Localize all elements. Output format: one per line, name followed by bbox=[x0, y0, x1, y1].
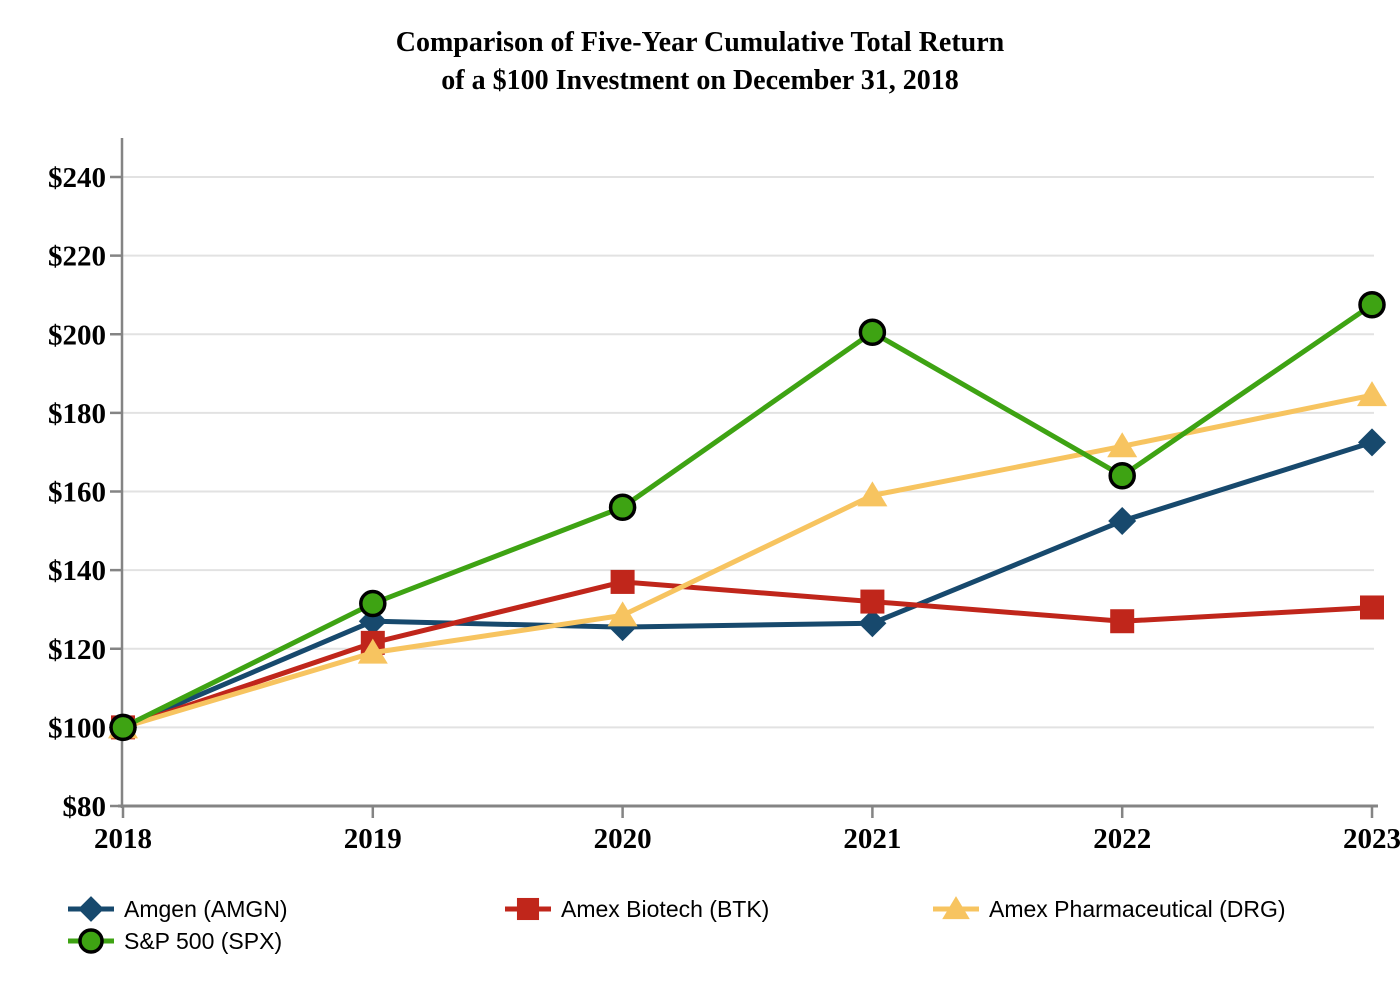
y-tick-label: $120 bbox=[48, 634, 106, 666]
diamond-marker bbox=[1358, 428, 1386, 457]
chart-title-line1: Comparison of Five-Year Cumulative Total… bbox=[395, 27, 1005, 58]
amgen-diamond-marker-icon bbox=[68, 896, 114, 922]
circle-marker bbox=[1108, 462, 1136, 490]
series-line bbox=[122, 439, 1373, 730]
legend-item-btk: Amex Biotech (BTK) bbox=[505, 894, 933, 924]
circle-marker bbox=[359, 589, 387, 618]
triangle-marker bbox=[1107, 432, 1138, 458]
triangle-marker bbox=[857, 481, 888, 507]
square-marker bbox=[1360, 595, 1384, 620]
gridlines bbox=[122, 176, 1374, 729]
y-tick-label: $200 bbox=[48, 319, 106, 351]
square-marker bbox=[860, 589, 885, 614]
circle-marker bbox=[608, 493, 637, 521]
chart-title-line2: of a $100 Investment on December 31, 201… bbox=[441, 65, 959, 96]
legend-label-btk: Amex Biotech (BTK) bbox=[561, 895, 770, 922]
y-tick-label: $220 bbox=[48, 241, 106, 273]
y-axis-labels: $80 $100 $120 $140 $160 $180 $200 $220 $240 bbox=[48, 162, 106, 823]
series-2 bbox=[108, 381, 1387, 739]
diamond-marker bbox=[78, 896, 104, 922]
x-tick-label: 2023 bbox=[1343, 823, 1400, 855]
series-0 bbox=[109, 428, 1386, 742]
biotech-square-marker-icon bbox=[505, 897, 551, 921]
x-tick-label: 2018 bbox=[94, 823, 152, 855]
square-marker bbox=[1110, 609, 1135, 634]
axes bbox=[118, 138, 1378, 808]
series-line bbox=[122, 579, 1373, 730]
pharmaceutical-triangle-marker-icon bbox=[933, 896, 979, 920]
x-axis-labels: 2018 2019 2020 2021 2022 2023 bbox=[94, 823, 1400, 855]
series-1 bbox=[111, 569, 1384, 740]
triangle-marker bbox=[357, 638, 388, 664]
axis-ticks bbox=[110, 175, 1374, 818]
y-tick-label: $80 bbox=[63, 791, 107, 823]
triangle-marker bbox=[607, 601, 638, 627]
x-tick-label: 2020 bbox=[594, 823, 652, 855]
y-tick-label: $140 bbox=[48, 555, 106, 587]
square-marker bbox=[516, 897, 540, 921]
legend-item-amgn: Amgen (AMGN) bbox=[68, 894, 505, 924]
x-tick-label: 2021 bbox=[843, 823, 901, 855]
legend-label-spx: S&P 500 (SPX) bbox=[124, 927, 283, 954]
chart-title: Comparison of Five-Year Cumulative Total… bbox=[0, 24, 1400, 100]
triangle-marker bbox=[942, 896, 970, 920]
y-tick-label: $240 bbox=[48, 162, 106, 194]
square-marker bbox=[610, 569, 635, 594]
series-line bbox=[121, 302, 1374, 730]
chart-legend: Amgen (AMGN) Amex Biotech (BTK) Amex Pha… bbox=[68, 894, 1390, 956]
legend-label-amgn: Amgen (AMGN) bbox=[124, 895, 288, 922]
diamond-marker bbox=[1108, 506, 1137, 535]
y-tick-label: $180 bbox=[48, 398, 106, 430]
circle-marker bbox=[78, 928, 104, 954]
y-tick-label: $100 bbox=[48, 712, 106, 744]
circle-marker bbox=[109, 713, 137, 742]
legend-item-spx: S&P 500 (SPX) bbox=[68, 926, 505, 956]
x-tick-label: 2022 bbox=[1093, 823, 1151, 855]
circle-marker bbox=[1358, 291, 1386, 319]
circle-marker bbox=[858, 318, 887, 347]
sp500-circle-marker-icon bbox=[68, 928, 114, 954]
x-tick-label: 2019 bbox=[344, 823, 402, 855]
legend-item-drg: Amex Pharmaceutical (DRG) bbox=[933, 894, 1390, 924]
legend-label-drg: Amex Pharmaceutical (DRG) bbox=[989, 895, 1286, 922]
series-line bbox=[122, 392, 1373, 730]
diamond-marker bbox=[858, 609, 887, 638]
series-3 bbox=[109, 291, 1386, 742]
y-tick-label: $160 bbox=[48, 477, 106, 509]
triangle-marker bbox=[1357, 381, 1387, 407]
